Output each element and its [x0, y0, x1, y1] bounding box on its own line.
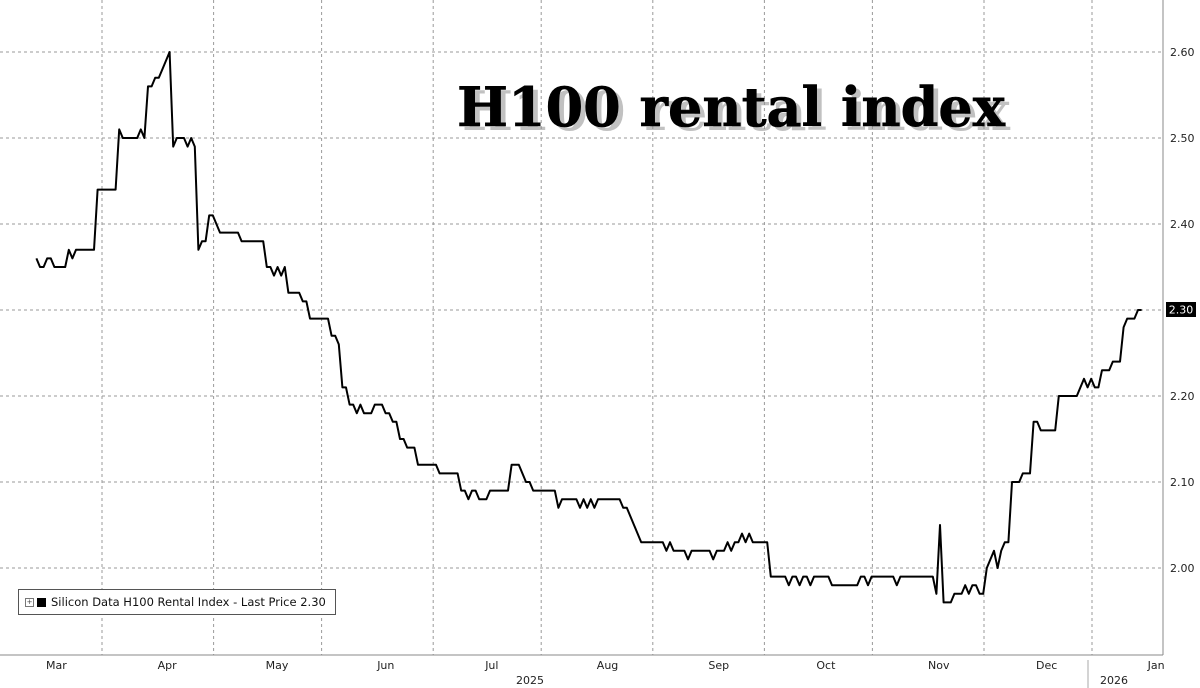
y-tick-label: 2.50 — [1170, 132, 1195, 145]
series-line — [35, 51, 1142, 604]
year-label-2025: 2025 — [516, 674, 544, 687]
legend-swatch — [37, 597, 46, 607]
y-tick-label: 2.20 — [1170, 390, 1195, 403]
last-price-label: 2.30 — [1169, 304, 1194, 317]
x-tick-label: Sep — [708, 659, 729, 672]
x-tick-label: Jul — [484, 659, 498, 672]
x-tick-label: Oct — [816, 659, 836, 672]
y-tick-label: 2.40 — [1170, 218, 1195, 231]
x-tick-label: May — [266, 659, 289, 672]
vertical-grid — [101, 0, 1093, 655]
x-tick-label: Dec — [1036, 659, 1057, 672]
legend-label: Silicon Data H100 Rental Index - Last Pr… — [51, 595, 326, 609]
year-label-2026: 2026 — [1100, 674, 1128, 687]
x-tick-label: Aug — [597, 659, 618, 672]
x-tick-label: Nov — [928, 659, 950, 672]
x-tick-label: Apr — [158, 659, 178, 672]
chart-title: H100 rental index — [457, 75, 1006, 139]
x-axis-ticks: Mar Apr May Jun Jul Aug Sep Oct Nov Dec Jan — [46, 659, 1165, 672]
chart-title-shadow: H100 rental index — [462, 79, 1011, 143]
last-price-tag: 2.30 — [1166, 302, 1196, 317]
legend-expand-icon[interactable]: + — [25, 597, 34, 607]
y-tick-label: 2.60 — [1170, 46, 1195, 59]
y-tick-label: 2.10 — [1170, 476, 1195, 489]
y-tick-label: 2.00 — [1170, 562, 1195, 575]
legend[interactable]: + Silicon Data H100 Rental Index - Last … — [18, 589, 336, 615]
x-tick-label: Jun — [376, 659, 394, 672]
horizontal-grid — [0, 51, 1163, 569]
x-tick-label: Mar — [46, 659, 67, 672]
x-tick-label: Jan — [1147, 659, 1165, 672]
